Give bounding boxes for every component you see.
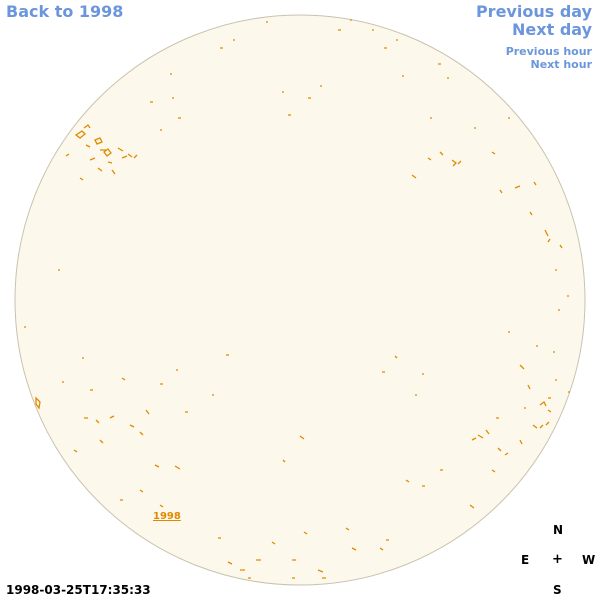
magnetogram-contours (24, 19, 570, 579)
compass-east-label: E (521, 553, 530, 567)
compass-center-icon: + (552, 552, 563, 567)
compass-north-label: N (553, 523, 564, 537)
next-day-link[interactable]: Next day (512, 20, 592, 39)
observation-timestamp: 1998-03-25T17:35:33 (6, 583, 151, 597)
previous-day-link[interactable]: Previous day (475, 2, 592, 21)
previous-hour-link[interactable]: Previous hour (505, 45, 592, 58)
next-hour-link[interactable]: Next hour (530, 58, 593, 71)
back-to-year-link[interactable]: Back to 1998 (6, 2, 124, 21)
solar-disk (14, 14, 586, 586)
compass-south-label: S (553, 583, 562, 597)
year-1998-link[interactable]: 1998 (153, 511, 181, 522)
compass-west-label: W (582, 553, 596, 567)
